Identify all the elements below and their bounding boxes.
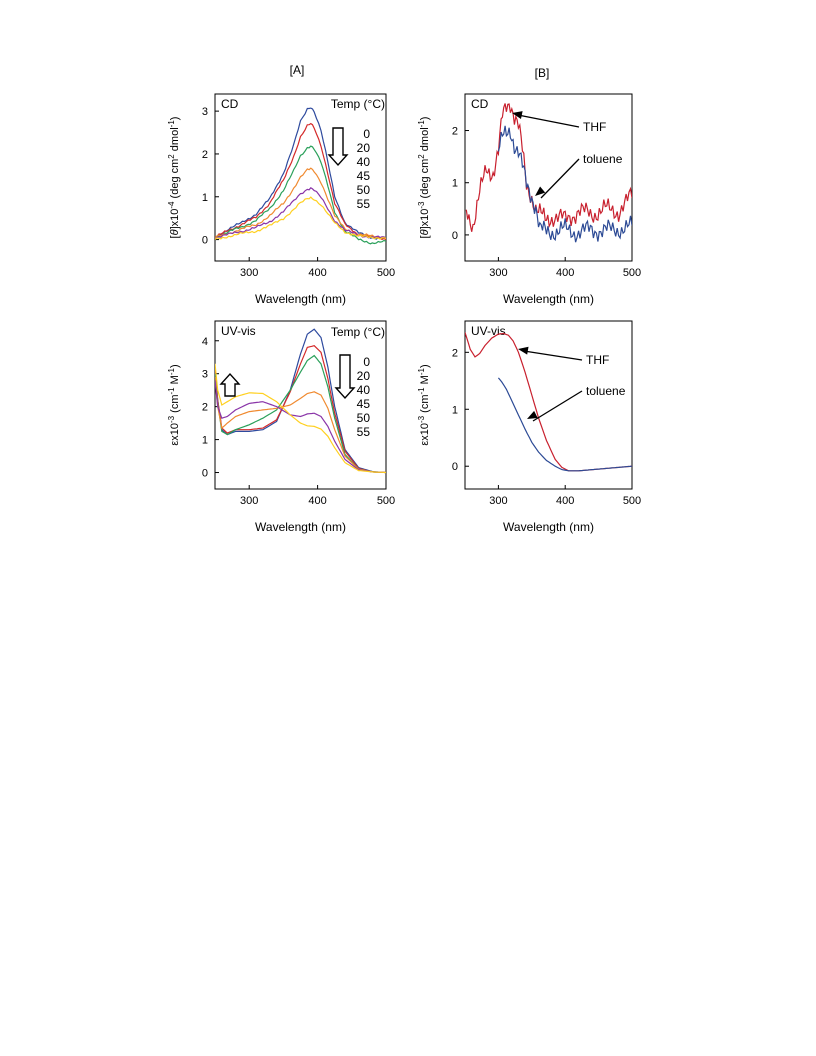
y-tick-label: 2 bbox=[452, 126, 458, 138]
plot-frame bbox=[464, 320, 633, 490]
annotation-thf-arrow-line bbox=[523, 350, 583, 361]
y-tick-label: 0 bbox=[202, 468, 208, 480]
series-line-THF bbox=[465, 103, 632, 232]
annotation-thf-arrow-head bbox=[512, 111, 523, 119]
legend-entry: 0 bbox=[363, 127, 370, 141]
x-tick-label: 500 bbox=[377, 267, 395, 279]
annotation-toluene-arrow-line bbox=[540, 158, 580, 199]
annotation-thf-label: THF bbox=[586, 353, 609, 367]
x-axis-label: Wavelength (nm) bbox=[255, 292, 346, 306]
chart-b-cd: 300 400 500 0 1 2 Wavelength (nm) [θ]x10-3 (deg… bbox=[417, 93, 641, 306]
x-tick-label: 300 bbox=[240, 267, 258, 279]
x-tick-label: 500 bbox=[623, 495, 641, 507]
series-line-toluene bbox=[497, 125, 632, 243]
y-tick-label: 1 bbox=[202, 435, 208, 447]
plot-frame bbox=[464, 93, 633, 262]
annotation-thf-arrow-line bbox=[517, 114, 580, 128]
panel-corner-label: CD bbox=[221, 97, 239, 111]
legend-entry: 45 bbox=[357, 169, 371, 183]
y-tick-label: 4 bbox=[202, 336, 208, 348]
plot-frame bbox=[214, 93, 387, 262]
legend-entry: 20 bbox=[357, 141, 371, 155]
annotation-toluene-arrow-line bbox=[532, 390, 583, 422]
plot-frame bbox=[214, 320, 387, 490]
legend-entry: 50 bbox=[357, 411, 371, 425]
annotation-toluene-arrow-head bbox=[527, 410, 538, 419]
annotation-thf-arrow-head bbox=[518, 346, 529, 355]
legend-entry: 50 bbox=[357, 183, 371, 197]
annotation-toluene-label: toluene bbox=[586, 384, 626, 398]
legend-entry: 45 bbox=[357, 397, 371, 411]
x-tick-label: 400 bbox=[308, 495, 326, 507]
y-tick-label: 0 bbox=[452, 461, 458, 473]
arrow-decrease bbox=[327, 127, 349, 167]
y-axis-label: [θ]x10-4 (deg cm2 dmol-1) bbox=[167, 117, 182, 239]
legend-entry: 55 bbox=[357, 197, 371, 211]
annotation-thf-label: THF bbox=[583, 120, 606, 134]
arrow-decrease bbox=[334, 354, 356, 400]
x-tick-label: 400 bbox=[556, 495, 574, 507]
x-tick-label: 500 bbox=[377, 495, 395, 507]
x-tick-label: 400 bbox=[556, 267, 574, 279]
y-tick-label: 1 bbox=[202, 192, 208, 204]
series-line-0 bbox=[215, 328, 386, 474]
panel-label-b: [B] bbox=[535, 66, 550, 80]
x-tick-label: 300 bbox=[489, 267, 507, 279]
legend-entry: 40 bbox=[357, 155, 371, 169]
y-tick-label: 1 bbox=[452, 178, 458, 190]
x-tick-label: 300 bbox=[240, 495, 258, 507]
legend-entry: 55 bbox=[357, 425, 371, 439]
y-tick-label: 3 bbox=[202, 369, 208, 381]
legend-entry: 0 bbox=[363, 355, 370, 369]
series-line-0 bbox=[215, 107, 386, 240]
x-tick-label: 300 bbox=[489, 495, 507, 507]
legend-entry: 40 bbox=[357, 383, 371, 397]
x-axis-label: Wavelength (nm) bbox=[503, 520, 594, 534]
legend-title: Temp (°C) bbox=[331, 97, 385, 111]
chart-b-uv: 300 400 500 0 1 2 Wavelength (nm) εx10-3 (cm-1 … bbox=[417, 320, 641, 534]
y-axis-label: εx10-3 (cm-1 M-1) bbox=[417, 364, 432, 445]
y-tick-label: 2 bbox=[202, 149, 208, 161]
annotation-toluene-arrow-head bbox=[535, 186, 546, 196]
panel-corner-label: UV-vis bbox=[471, 324, 506, 338]
panel-corner-label: CD bbox=[471, 97, 489, 111]
panel-corner-label: UV-vis bbox=[221, 324, 256, 338]
legend-title: Temp (°C) bbox=[331, 325, 385, 339]
panel-label-a: [A] bbox=[290, 63, 305, 77]
series-line-toluene bbox=[497, 377, 632, 472]
x-axis-label: Wavelength (nm) bbox=[255, 520, 346, 534]
y-axis-label: εx10-3 (cm-1 M-1) bbox=[167, 364, 182, 445]
y-tick-label: 2 bbox=[202, 402, 208, 414]
y-tick-label: 0 bbox=[202, 235, 208, 247]
x-axis-label: Wavelength (nm) bbox=[503, 292, 594, 306]
series-line-40 bbox=[215, 145, 386, 245]
x-tick-label: 500 bbox=[623, 267, 641, 279]
x-tick-label: 400 bbox=[308, 267, 326, 279]
y-tick-label: 1 bbox=[452, 404, 458, 416]
annotation-toluene-label: toluene bbox=[583, 152, 623, 166]
arrow-increase bbox=[219, 372, 241, 397]
series-line-55 bbox=[215, 363, 386, 474]
y-tick-label: 2 bbox=[452, 347, 458, 359]
y-tick-label: 0 bbox=[452, 230, 458, 242]
y-tick-label: 3 bbox=[202, 106, 208, 118]
y-axis-label: [θ]x10-3 (deg cm2 dmol-1) bbox=[417, 117, 432, 239]
legend-entry: 20 bbox=[357, 369, 371, 383]
series-line-55 bbox=[215, 196, 386, 240]
